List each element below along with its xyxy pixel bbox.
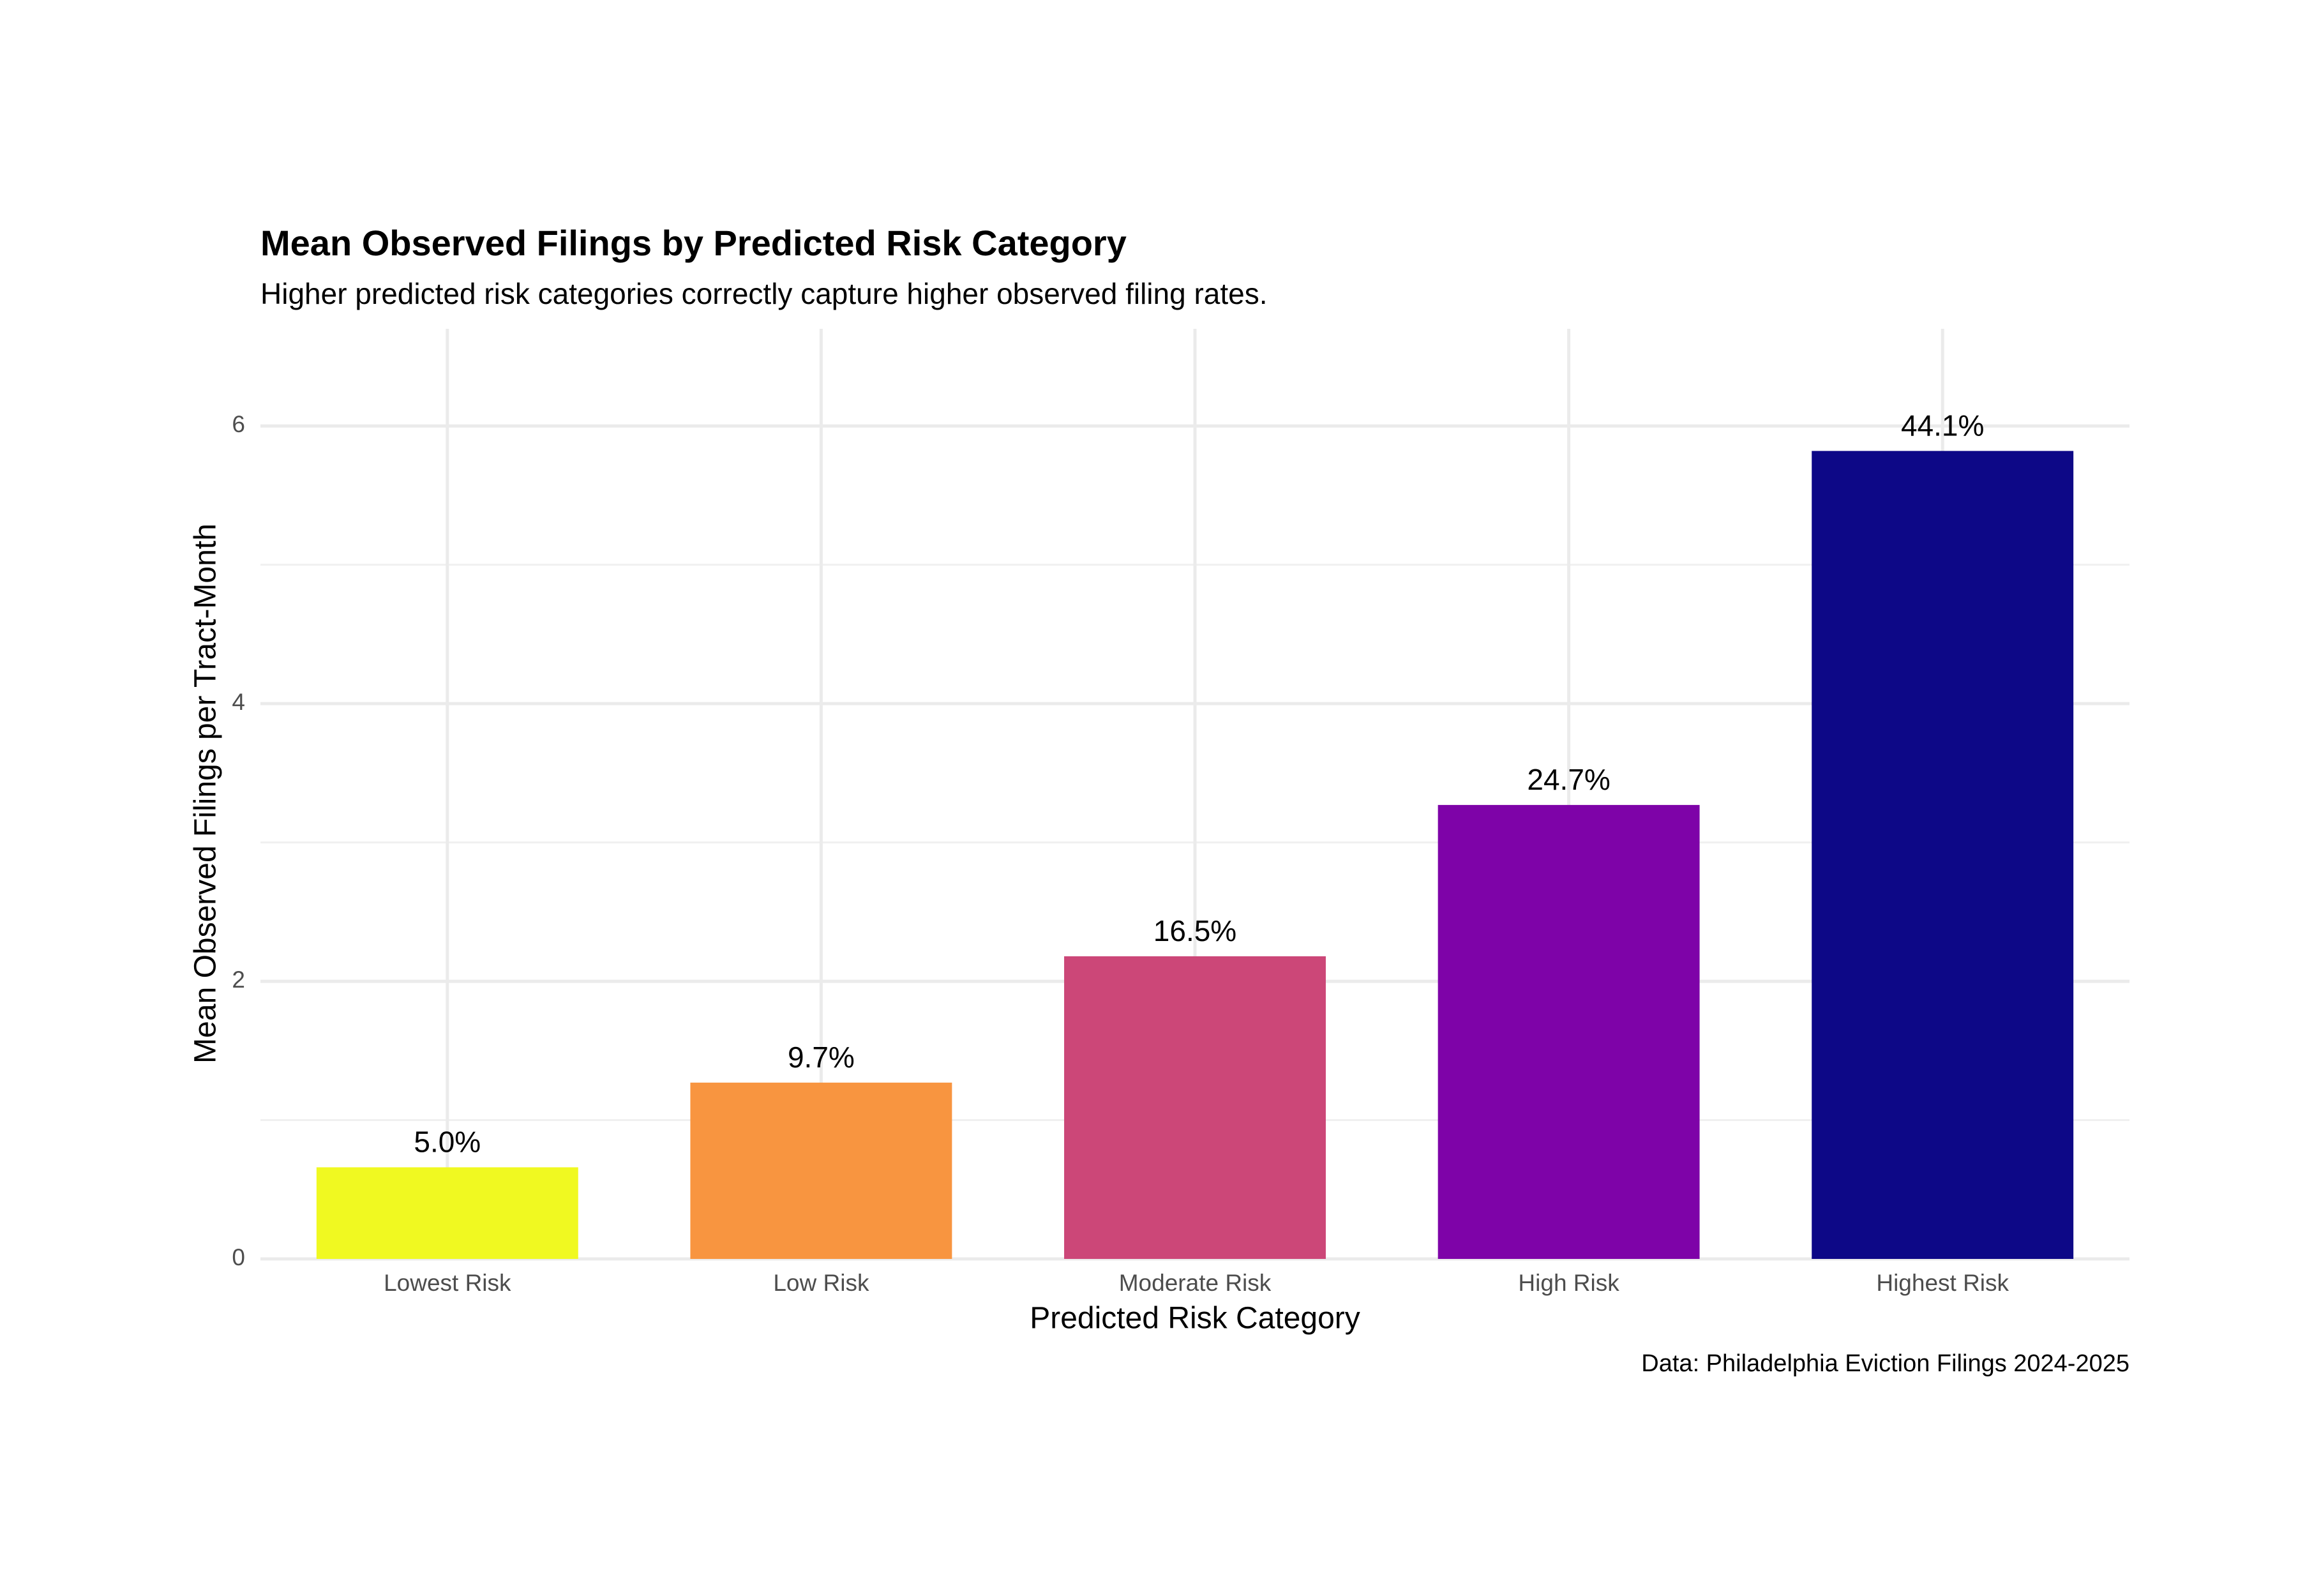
data-label: 5.0%: [414, 1125, 481, 1159]
data-label: 16.5%: [1153, 914, 1236, 947]
chart-title: Mean Observed Filings by Predicted Risk …: [260, 223, 1127, 263]
y-tick-label: 4: [232, 689, 245, 715]
data-label: 44.1%: [1901, 409, 1984, 442]
x-tick-label: Lowest Risk: [384, 1270, 511, 1296]
x-axis-title: Predicted Risk Category: [1030, 1302, 1360, 1336]
x-tick-label: Moderate Risk: [1119, 1270, 1272, 1296]
bar: [316, 1167, 578, 1259]
chart-subtitle: Higher predicted risk categories correct…: [260, 277, 1268, 310]
y-axis-title: Mean Observed Filings per Tract-Month: [189, 523, 223, 1064]
bar: [1438, 804, 1700, 1259]
y-tick-label: 2: [232, 967, 245, 993]
y-tick-label: 6: [232, 411, 245, 437]
x-tick-label: Low Risk: [773, 1270, 869, 1296]
data-label: 9.7%: [788, 1041, 855, 1074]
caption: Data: Philadelphia Eviction Filings 2024…: [1641, 1350, 2129, 1377]
x-tick-label: Highest Risk: [1876, 1270, 2009, 1296]
bar: [1064, 956, 1326, 1259]
data-label: 24.7%: [1527, 763, 1610, 796]
y-tick-label: 0: [232, 1244, 245, 1270]
bar: [690, 1082, 952, 1259]
x-tick-label: High Risk: [1518, 1270, 1619, 1296]
bar: [1812, 451, 2074, 1259]
